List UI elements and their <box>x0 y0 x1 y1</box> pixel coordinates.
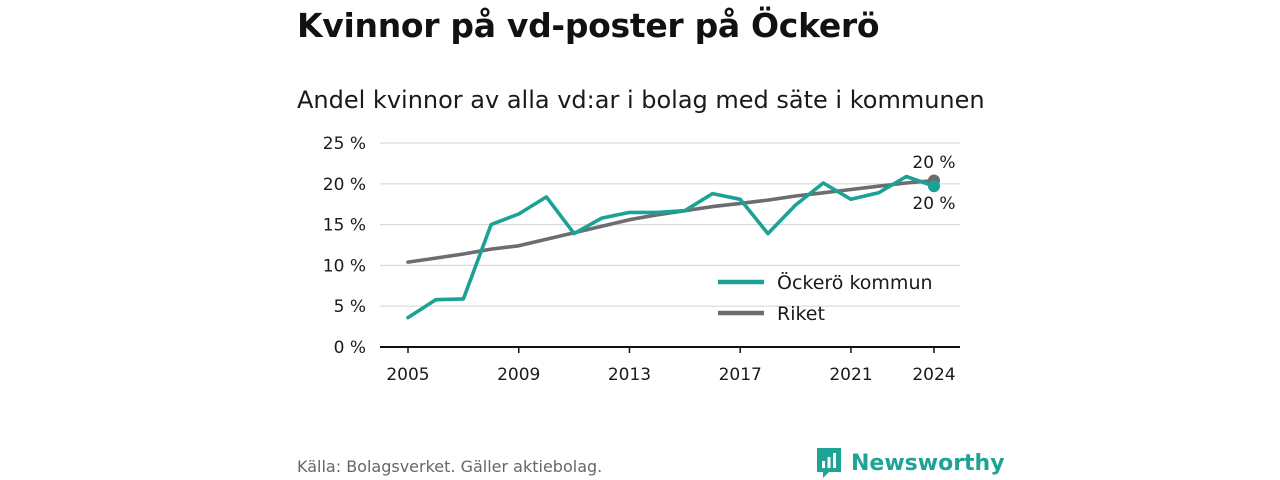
end-point <box>928 180 940 193</box>
end-label-ockero: 20 % <box>912 194 955 214</box>
x-tick-label: 2024 <box>912 365 955 385</box>
x-tick-label: 2021 <box>829 365 872 385</box>
source-note: Källa: Bolagsverket. Gäller aktiebolag. <box>297 457 603 476</box>
x-tick-label: 2013 <box>608 365 651 385</box>
brand: Newsworthy <box>815 446 1005 480</box>
y-axis-ticks: 0 % 5 % 10 % 15 % 20 % 25 % <box>323 134 366 358</box>
series-line <box>406 174 936 320</box>
x-tick-label: 2009 <box>497 365 540 385</box>
newsworthy-logo-icon <box>817 448 841 478</box>
y-tick-label: 0 % <box>334 338 366 358</box>
end-labels: 20 % 20 % <box>912 153 955 214</box>
x-tick-label: 2005 <box>386 365 429 385</box>
legend: Öckerö kommun Riket <box>718 271 933 325</box>
end-points <box>928 174 940 193</box>
y-tick-label: 5 % <box>334 297 366 317</box>
y-tick-label: 20 % <box>323 175 366 195</box>
chart-title: Kvinnor på vd-poster på Öckerö <box>297 6 880 45</box>
chart-subtitle: Andel kvinnor av alla vd:ar i bolag med … <box>297 86 985 114</box>
legend-label: Riket <box>777 303 825 325</box>
y-tick-label: 15 % <box>323 216 366 236</box>
y-tick-label: 25 % <box>323 134 366 154</box>
grid-lines <box>380 142 960 307</box>
x-tick-label: 2017 <box>719 365 762 385</box>
x-axis: 2005 2009 2013 2017 2021 2024 <box>380 346 960 385</box>
y-tick-label: 10 % <box>323 256 366 276</box>
series-line <box>406 178 936 264</box>
end-label-riket: 20 % <box>912 153 955 173</box>
brand-name: Newsworthy <box>851 450 1005 476</box>
series-lines <box>406 174 936 320</box>
legend-label: Öckerö kommun <box>777 271 933 294</box>
